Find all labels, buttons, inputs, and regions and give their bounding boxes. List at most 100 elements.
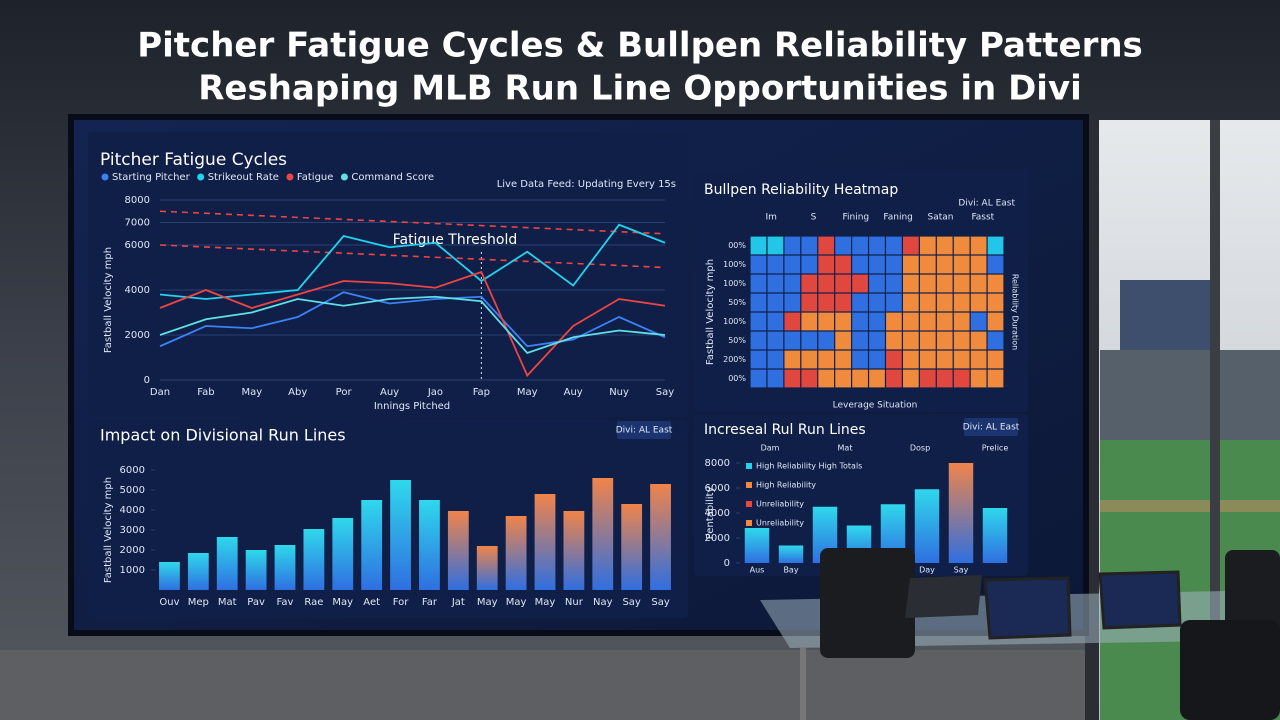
heat-cell [767, 331, 784, 350]
legend-swatch [746, 501, 752, 507]
heat-cell [886, 255, 902, 274]
legend-label: Starting Pitcher [112, 172, 191, 183]
chart-title: Impact on Divisional Run Lines [100, 426, 346, 445]
x-tick-label: Mat [218, 597, 237, 608]
badge [617, 421, 671, 439]
stands [1100, 350, 1280, 440]
x-axis-label: Innings Pitched [374, 401, 450, 412]
chair [1180, 620, 1280, 720]
legend-swatch [746, 520, 752, 526]
row-label: 200% [723, 355, 746, 364]
x-tick-label: Jat [451, 597, 465, 608]
chart-subtitle: Divi: AL East [958, 199, 1015, 209]
heat-cell [886, 350, 902, 369]
column-label: Fining [843, 213, 870, 223]
y2-axis-label: Reliability Duration [1011, 274, 1020, 350]
heat-cell [903, 293, 919, 312]
y-tick-label: 7000 [125, 218, 150, 229]
column-label: Dam [761, 444, 780, 453]
x-tick-label: Auy [564, 387, 583, 398]
legend-label: Strikeout Rate [208, 172, 279, 183]
heat-cell [784, 293, 801, 312]
heat-cell [852, 369, 868, 388]
heat-cell [818, 331, 835, 350]
bar [744, 528, 770, 563]
row-label: 50% [728, 298, 746, 307]
x-tick-label: Fap [473, 387, 490, 398]
heat-cell [801, 236, 818, 255]
heat-cell [903, 236, 919, 255]
legend-swatch [286, 173, 294, 181]
x-tick-label: Jao [427, 387, 443, 398]
column-label: Faning [883, 213, 913, 223]
heat-cell [903, 369, 919, 388]
series-line [159, 270, 666, 378]
heat-cell [970, 236, 987, 255]
heat-cell [818, 274, 835, 293]
x-tick-label: Auy [380, 387, 399, 398]
laptop [1098, 570, 1182, 630]
y-tick-label: 8000 [125, 195, 150, 206]
heat-cell [903, 274, 919, 293]
heat-cell [801, 369, 818, 388]
heat-cell [869, 331, 885, 350]
y-tick-label: 6000 [120, 465, 145, 476]
column-label: Im [765, 213, 776, 223]
x-tick-label: Say [651, 597, 669, 608]
heat-cell [886, 293, 902, 312]
x-tick-label: Aby [288, 387, 307, 398]
bar [159, 562, 180, 590]
bar [650, 484, 671, 590]
heat-cell [835, 350, 851, 369]
window-frame [1210, 120, 1220, 720]
heat-cell [953, 369, 970, 388]
heat-cell [750, 255, 767, 274]
column-label: Fasst [971, 213, 994, 223]
bar [592, 478, 614, 590]
y-tick-label: 8000 [705, 458, 730, 469]
heat-cell [801, 331, 818, 350]
legend-label: Fatigue [297, 172, 334, 183]
y-tick-label: 4000 [120, 505, 145, 516]
column-label: Mat [838, 444, 853, 453]
y-tick-label: 2000 [125, 330, 150, 341]
heat-cell [936, 350, 953, 369]
heat-cell [970, 312, 987, 331]
heat-cell [953, 350, 970, 369]
threshold-line [159, 210, 666, 235]
scoreboard [1120, 280, 1220, 350]
heat-cell [869, 369, 885, 388]
x-tick-label: Aus [750, 566, 765, 575]
heat-cell [818, 312, 835, 331]
x-tick-label: Say [622, 597, 640, 608]
y-tick-label: 0 [724, 558, 730, 569]
bar [419, 500, 440, 590]
x-tick-label: Far [422, 597, 438, 608]
heat-cell [987, 274, 1004, 293]
chart-subtitle: Live Data Feed: Updating Every 15s [497, 179, 676, 190]
column-label: Prelice [982, 444, 1009, 453]
heat-cell [970, 255, 987, 274]
charts: Pitcher Fatigue Cycles 0 2000 4000 6000 7000 8… [100, 150, 1020, 608]
column-label: Dosp [910, 444, 930, 453]
heat-cell [886, 331, 902, 350]
bar [505, 516, 527, 590]
x-tick-label: Ouv [159, 597, 179, 608]
heat-cell [919, 331, 936, 350]
heat-cell [970, 350, 987, 369]
heat-cell [750, 236, 767, 255]
heat-cell [767, 369, 784, 388]
heat-cell [852, 236, 868, 255]
x-tick-label: Rae [304, 597, 323, 608]
y-tick-label: 0 [144, 375, 150, 386]
x-tick-label: Bay [783, 566, 798, 575]
heat-cell [801, 293, 818, 312]
heat-cell [987, 293, 1004, 312]
heat-cell [987, 369, 1004, 388]
row-label: 00% [728, 374, 746, 383]
heat-cell [801, 350, 818, 369]
column-label: Satan [928, 213, 954, 223]
heat-cell [784, 274, 801, 293]
legend-label: Command Score [351, 172, 434, 183]
x-tick-label: Pav [247, 597, 265, 608]
